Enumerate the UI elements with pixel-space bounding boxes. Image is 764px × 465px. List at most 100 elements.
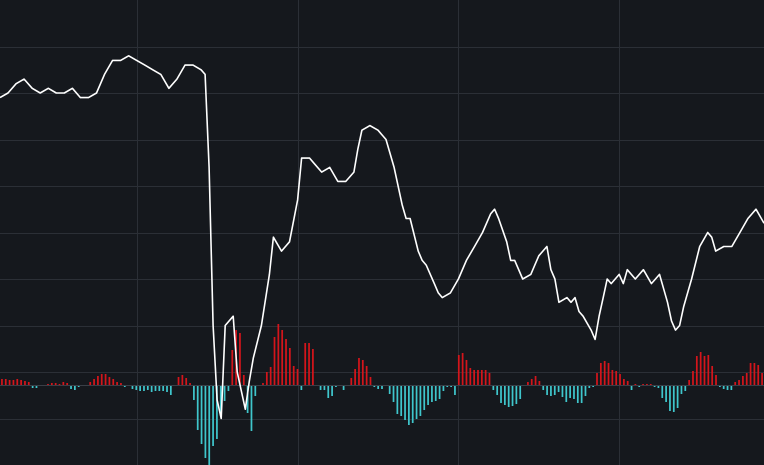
histogram-bar-negative [726,386,729,390]
histogram-bar-positive [703,356,706,385]
histogram-bar-negative [70,386,72,389]
histogram-bar-positive [461,353,464,385]
histogram-bar-positive [527,382,529,385]
histogram-bar-positive [757,365,760,385]
histogram-bar-positive [181,375,184,385]
histogram-bar-negative [254,386,257,396]
histogram-bar-positive [8,380,11,385]
histogram-bar-positive [646,384,648,385]
histogram-bar-negative [158,386,161,391]
histogram-bar-positive [634,384,637,385]
histogram-bar-positive [350,378,353,385]
histogram-bar-negative [718,386,721,387]
histogram-bar-positive [120,383,122,385]
histogram-bar-negative [419,386,422,416]
histogram-bar-positive [749,363,752,385]
histogram-bar-negative [135,386,138,390]
histogram-bar-positive [611,370,614,385]
histogram-bar-negative [519,386,522,399]
histogram-bar-negative [576,386,579,403]
histogram-bar-positive [488,373,491,385]
histogram-bar-positive [104,374,107,385]
histogram-bar-negative [553,386,556,395]
histogram-bar-negative [223,386,226,401]
histogram-bar-positive [1,379,3,385]
histogram-bar-negative [300,386,303,390]
histogram-bar-positive [695,356,698,385]
histogram-bar-negative [35,386,38,388]
histogram-bar-positive [619,374,621,385]
histogram-bar-negative [335,386,337,387]
histogram-bar-negative [415,386,418,419]
histogram-bar-negative [404,386,406,420]
histogram-bar-negative [500,386,502,403]
histogram-bar-positive [465,360,468,385]
histogram-bar-positive [715,375,717,385]
histogram-bar-positive [312,349,314,385]
histogram-bar-negative [542,386,545,390]
histogram-bar-positive [761,373,763,385]
histogram-bar-positive [185,378,188,385]
histogram-bar-positive [20,380,22,385]
histogram-bar-negative [204,386,207,458]
histogram-bar-negative [657,386,660,388]
histogram-bar-negative [442,386,445,391]
histogram-bar-negative [388,386,391,394]
histogram-bar-negative [507,386,510,407]
histogram-bar-negative [400,386,403,416]
histogram-bar-positive [108,377,111,385]
histogram-bar-positive [112,379,115,385]
histogram-bar-positive [530,379,533,385]
histogram-bar-negative [450,386,452,387]
histogram-bar-positive [269,367,272,385]
histogram-bar-negative [396,386,399,414]
histogram-bar-positive [189,383,191,385]
histogram-bar-positive [292,366,295,385]
histogram-bar-negative [246,386,249,413]
histogram-bar-negative [680,386,683,394]
histogram-bar-negative [200,386,203,444]
histogram-bar-negative [496,386,499,395]
histogram-bar-positive [296,369,299,385]
histogram-bar-negative [150,386,153,392]
histogram-bar-positive [262,383,264,385]
histogram-bar-positive [285,339,287,385]
histogram-bar-positive [358,358,360,385]
histogram-bar-negative [331,386,333,396]
histogram-bar-negative [166,386,168,392]
histogram-bar-negative [684,386,687,391]
histogram-bar-positive [707,355,710,385]
histogram-bar-negative [381,386,383,389]
histogram-bar-negative [573,386,575,399]
histogram-bar-positive [745,373,748,385]
histogram-bar-negative [377,386,380,389]
histogram-bar-negative [722,386,725,389]
histogram-bar-negative [492,386,495,390]
histogram-bar-positive [89,382,92,385]
histogram-bar-negative [661,386,664,398]
histogram-bar-negative [74,386,76,390]
histogram-bar-negative [143,386,145,391]
histogram-bar-positive [477,370,479,385]
histogram-bar-positive [692,371,694,385]
histogram-bar-positive [12,380,15,385]
histogram-bar-negative [227,386,230,391]
histogram-bar-negative [146,386,149,390]
histogram-bar-positive [97,376,99,385]
histogram-bar-positive [54,383,57,385]
histogram-bar-positive [239,333,241,385]
histogram-bar-negative [569,386,571,398]
histogram-bar-negative [196,386,199,430]
histogram-bar-positive [62,382,65,385]
histogram-bar-negative [139,386,141,391]
histogram-bar-negative [392,386,395,402]
histogram-bar-negative [219,386,222,416]
histogram-bar-positive [626,381,629,385]
histogram-bar-positive [473,370,476,385]
histogram-bar-negative [131,386,134,389]
histogram-bar-positive [66,383,69,385]
histogram-bar-positive [742,376,744,385]
histogram-bar-positive [361,360,364,385]
histogram-bar-negative [638,386,641,387]
